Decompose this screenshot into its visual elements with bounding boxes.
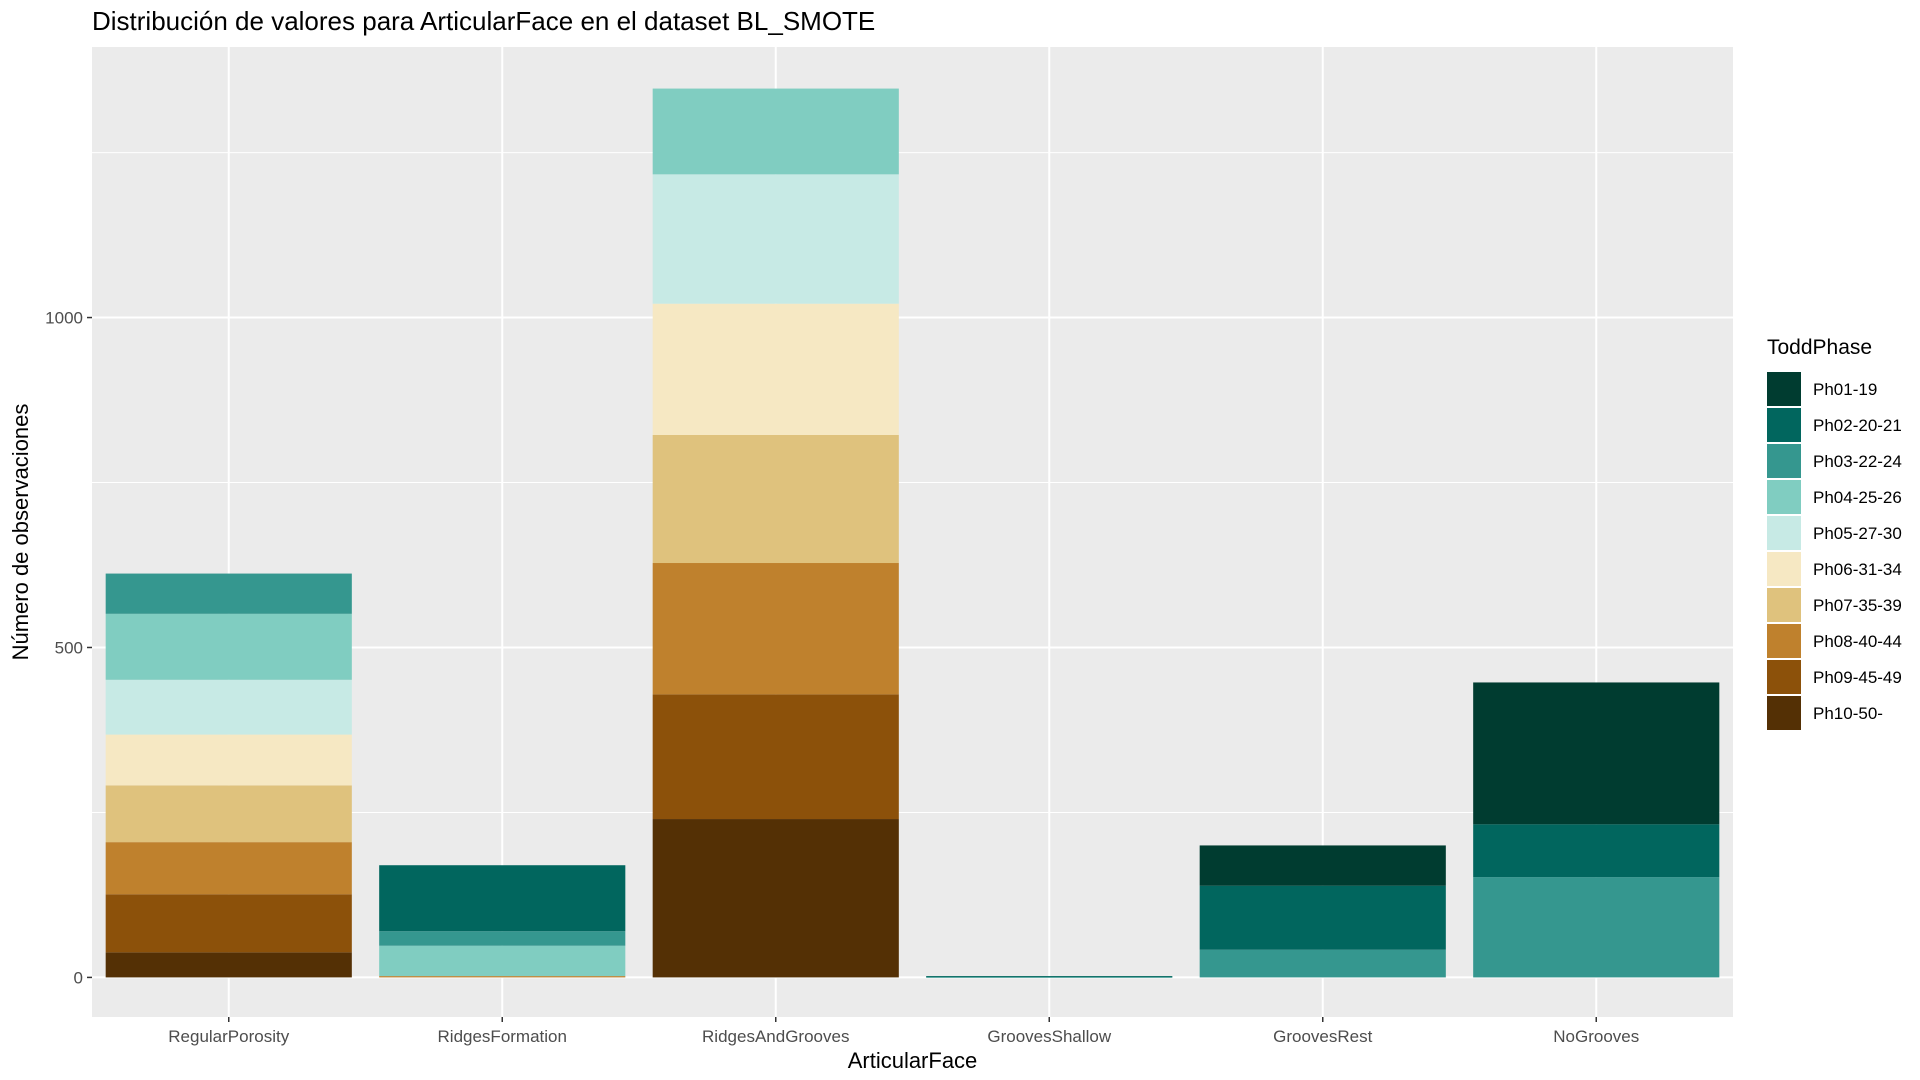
legend-label: Ph01-19 [1813,380,1877,399]
bar-segment [379,945,626,977]
bar-segment [105,613,352,680]
legend-label: Ph03-22-24 [1813,452,1902,471]
bar-segment [1199,949,1446,978]
legend-key [1767,588,1801,622]
bar-segment [105,679,352,735]
legend-label: Ph08-40-44 [1813,632,1902,651]
x-tick-label: GroovesRest [1273,1027,1372,1046]
legend-label: Ph07-35-39 [1813,596,1902,615]
y-tick-label: 0 [74,968,83,987]
legend-key [1767,516,1801,550]
bar-segment [105,734,352,786]
bar-segment [105,842,352,895]
bar-segment [926,976,1173,978]
legend-label: Ph05-27-30 [1813,524,1902,543]
x-tick-label: RegularPorosity [168,1027,289,1046]
bar-segment [926,976,1173,978]
legend-key [1767,624,1801,658]
bars [105,88,1720,978]
legend-title: ToddPhase [1767,336,1872,359]
chart-title: Distribución de valores para ArticularFa… [92,6,875,36]
bar-segment [1473,877,1720,978]
y-tick-label: 500 [55,638,83,657]
legend-key [1767,444,1801,478]
legend-label: Ph04-25-26 [1813,488,1902,507]
bar-segment [652,88,899,175]
x-tick-label: RidgesFormation [438,1027,567,1046]
bar-segment [105,894,352,953]
legend: ToddPhase Ph01-19 Ph02-20-21 Ph03-22-24 Ph0… [1767,336,1902,730]
x-axis-title: ArticularFace [848,1048,978,1073]
bar-segment [105,573,352,614]
legend-key [1767,696,1801,730]
bar-segment [652,174,899,304]
bar-segment [652,563,899,695]
bar-segment [379,865,626,932]
legend-label: Ph10-50- [1813,704,1883,723]
bar-segment [1473,824,1720,878]
bar-segment [379,976,626,978]
bar-segment [1199,845,1446,886]
y-axis: 0 500 1000 [45,309,92,987]
x-axis: RegularPorosity RidgesFormation RidgesAndG… [168,1017,1639,1046]
x-tick-label: NoGrooves [1553,1027,1639,1046]
legend-key [1767,552,1801,586]
legend-key [1767,660,1801,694]
bar-segment [652,819,899,978]
bar-segment [652,694,899,820]
bar-segment [1199,885,1446,950]
bar-segment [652,435,899,564]
x-tick-label: RidgesAndGrooves [702,1027,849,1046]
bar-segment [105,952,352,978]
bar-segment [1473,682,1720,825]
bar-segment [652,303,899,435]
legend-key [1767,480,1801,514]
plot-panel [92,47,1733,1017]
x-tick-label: GroovesShallow [987,1027,1112,1046]
legend-label: Ph06-31-34 [1813,560,1902,579]
legend-key [1767,372,1801,406]
bar-segment [105,785,352,843]
y-axis-title: Número de observaciones [8,404,33,661]
bar-segment [379,931,626,946]
legend-key [1767,408,1801,442]
y-tick-label: 1000 [45,309,83,328]
legend-label: Ph09-45-49 [1813,668,1902,687]
legend-label: Ph02-20-21 [1813,416,1902,435]
